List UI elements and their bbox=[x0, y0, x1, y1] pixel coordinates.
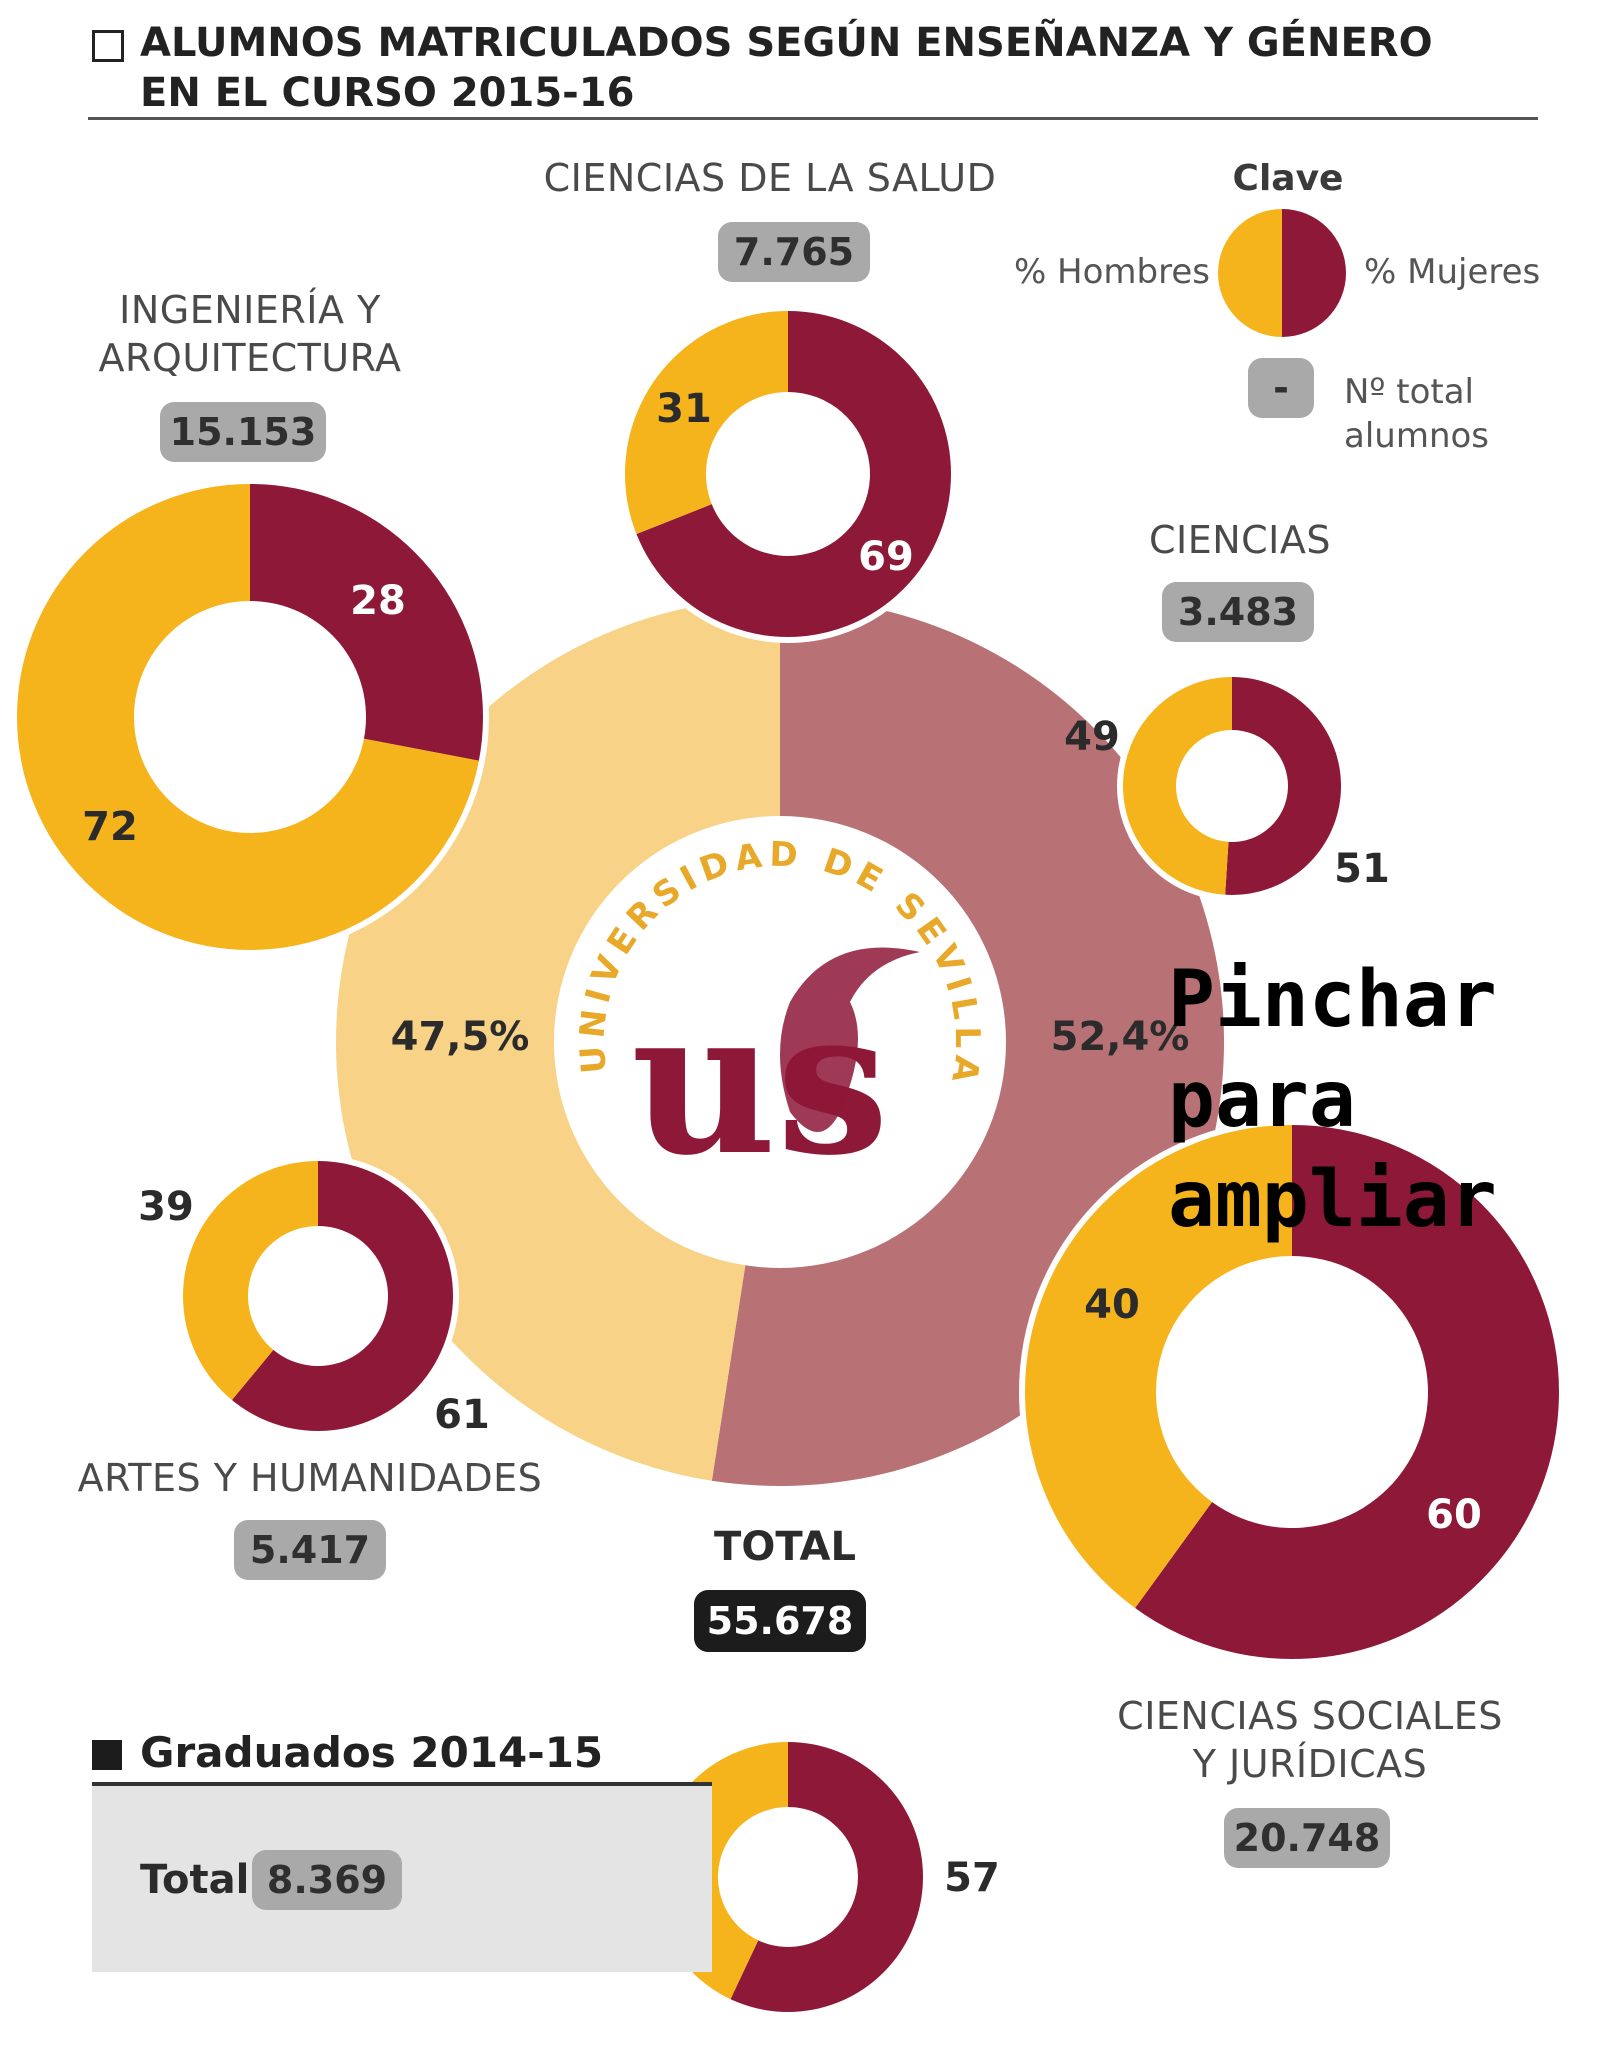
donut-1-mujeres-value: 28 bbox=[350, 578, 406, 624]
overlay-line2: para bbox=[1168, 1055, 1356, 1145]
graduados-title: Graduados 2014-15 bbox=[140, 1728, 604, 1777]
donut-0-mujeres-slice bbox=[633, 308, 954, 640]
key-women-label: % Mujeres bbox=[1364, 252, 1541, 292]
label-ciencias-salud: CIENCIAS DE LA SALUD bbox=[543, 156, 997, 200]
key-donut bbox=[1218, 209, 1346, 337]
label-ciencias-sociales: CIENCIAS SOCIALES Y JURÍDICAS bbox=[1040, 1692, 1580, 1788]
graduados-square-icon bbox=[92, 1740, 122, 1770]
donut-4-mujeres-value: 60 bbox=[1426, 1492, 1482, 1538]
center-women-percent: 52,4% bbox=[1050, 1014, 1190, 1060]
label-artes: ARTES Y HUMANIDADES bbox=[77, 1456, 543, 1500]
donut-2-outline bbox=[1117, 671, 1347, 901]
label-ciencias-sociales-line1: CIENCIAS SOCIALES bbox=[1117, 1694, 1503, 1738]
chart-title-line1: ALUMNOS MATRICULADOS SEGÚN ENSEÑANZA Y G… bbox=[140, 20, 1433, 66]
graduados-divider bbox=[92, 1782, 712, 1786]
key-title: Clave bbox=[1232, 158, 1344, 199]
total-badge-ciencias: 3.483 bbox=[1162, 582, 1314, 642]
label-ciencias-sociales-line2: Y JURÍDICAS bbox=[1192, 1742, 1428, 1786]
donut-2-hombres-value: 49 bbox=[1064, 714, 1120, 760]
overlay-line3: ampliar bbox=[1168, 1155, 1497, 1245]
donut-3-outline bbox=[177, 1155, 459, 1437]
label-ingenieria-line1: INGENIERÍA Y bbox=[119, 288, 381, 332]
logo-emblem-icon bbox=[780, 947, 920, 1132]
donut-0-hombres-value: 31 bbox=[656, 386, 712, 432]
chart-title: ALUMNOS MATRICULADOS SEGÚN ENSEÑANZA Y G… bbox=[140, 18, 1433, 118]
graduados-total-badge: 8.369 bbox=[252, 1850, 402, 1910]
donut-1-hombres-slice bbox=[13, 481, 482, 953]
total-badge-ciencias-salud: 7.765 bbox=[718, 222, 870, 282]
donut-1-outline bbox=[11, 478, 489, 956]
center-men-percent: 47,5% bbox=[390, 1014, 530, 1060]
graduados-total-label: Total bbox=[140, 1857, 250, 1903]
donut-3-hombres-slice bbox=[180, 1158, 318, 1403]
key-total-label-line2: alumnos bbox=[1344, 416, 1490, 456]
total-badge-artes: 5.417 bbox=[234, 1520, 386, 1580]
donut-3-mujeres-value: 61 bbox=[434, 1392, 490, 1438]
donut-2-hombres-slice bbox=[1120, 674, 1232, 898]
overlay-line1: Pinchar bbox=[1168, 955, 1497, 1045]
key-total-label-line1: Nº total bbox=[1344, 372, 1475, 412]
donut-4-outline bbox=[1019, 1119, 1565, 1665]
chart-title-line2: EN EL CURSO 2015-16 bbox=[140, 70, 635, 116]
total-badge-ciencias-sociales: 20.748 bbox=[1224, 1808, 1390, 1868]
donut-4-hombres-slice bbox=[1021, 1122, 1292, 1611]
donut-2-mujeres-value: 51 bbox=[1334, 846, 1390, 892]
key-hombres-half bbox=[1218, 209, 1282, 337]
title-divider bbox=[88, 117, 1538, 120]
graduados-panel bbox=[92, 1786, 712, 1972]
key-badge: - bbox=[1248, 358, 1314, 418]
donut-2-mujeres-slice bbox=[1224, 674, 1344, 898]
donut-graduados-mujeres-value: 57 bbox=[944, 1855, 1000, 1901]
key-mujeres-half bbox=[1282, 209, 1346, 337]
total-badge-ingenieria: 15.153 bbox=[160, 402, 326, 462]
donut-0-outline bbox=[619, 305, 957, 643]
donut-1-hombres-value: 72 bbox=[82, 804, 138, 850]
title-checkbox-icon bbox=[92, 30, 124, 62]
donut-3-mujeres-slice bbox=[230, 1158, 457, 1435]
key-men-label: % Hombres bbox=[1013, 252, 1210, 292]
donut-0-mujeres-value: 69 bbox=[858, 534, 914, 580]
donut-1-mujeres-slice bbox=[250, 481, 486, 762]
click-to-enlarge-text[interactable]: Pinchar para ampliar bbox=[1168, 950, 1497, 1250]
donut-4-hombres-value: 40 bbox=[1084, 1282, 1140, 1328]
donut-3-hombres-value: 39 bbox=[138, 1184, 194, 1230]
donut-graduados-mujeres-slice bbox=[729, 1739, 927, 2016]
key-total-label: Nº total alumnos bbox=[1344, 370, 1534, 458]
total-label: TOTAL bbox=[714, 1524, 856, 1570]
donut-4-mujeres-slice bbox=[1133, 1122, 1562, 1662]
label-ingenieria-line2: ARQUITECTURA bbox=[98, 336, 402, 380]
total-badge: 55.678 bbox=[694, 1590, 866, 1652]
label-ingenieria: INGENIERÍA Y ARQUITECTURA bbox=[60, 286, 440, 382]
label-ciencias: CIENCIAS bbox=[1148, 518, 1332, 562]
center-hole bbox=[554, 816, 1006, 1268]
